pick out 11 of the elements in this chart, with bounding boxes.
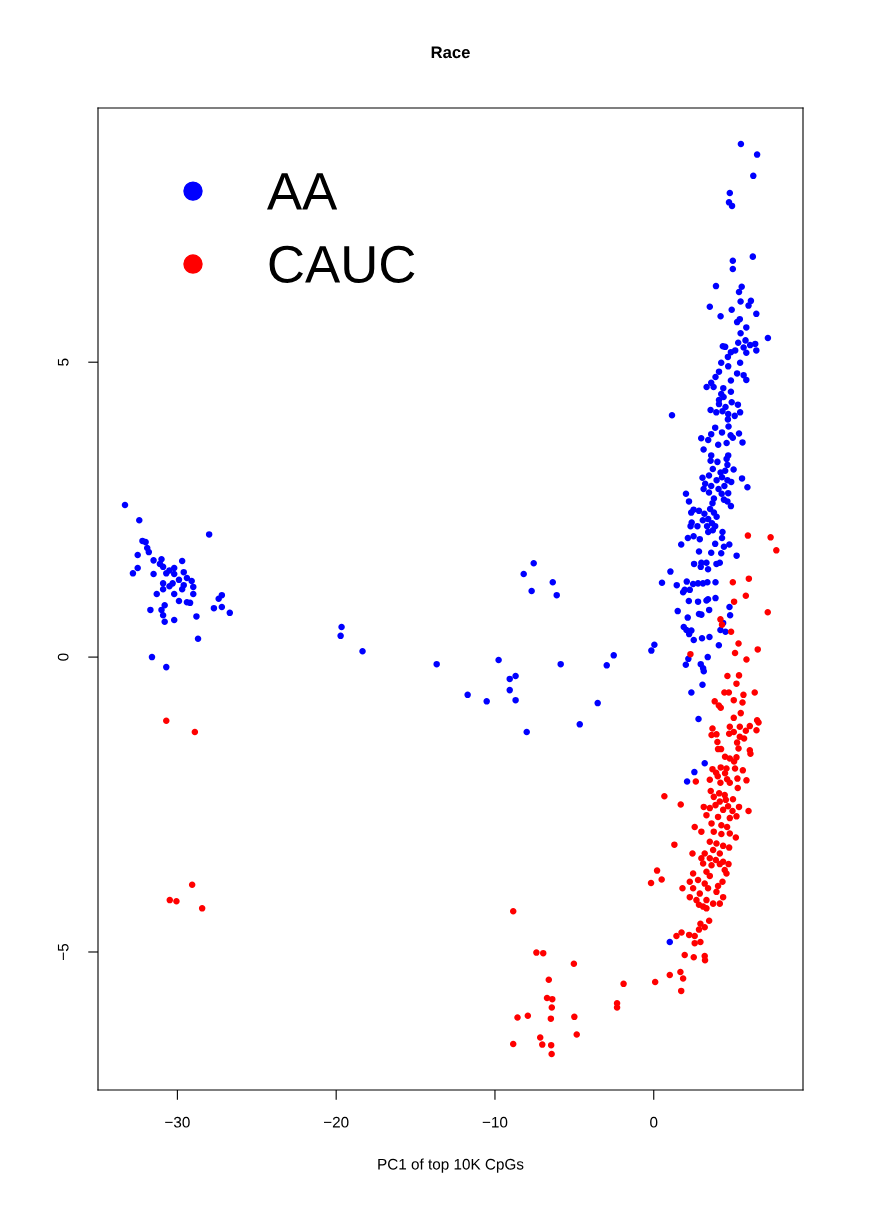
legend-label: AA bbox=[267, 173, 338, 210]
y-tick-label: −5 bbox=[57, 943, 69, 960]
x-tick-label: −30 bbox=[165, 1116, 190, 1128]
legend-label: CAUC bbox=[269, 245, 415, 284]
chart-title: Race bbox=[431, 46, 470, 59]
x-tick-label: 0 bbox=[650, 1116, 658, 1128]
x-tick-label: −10 bbox=[482, 1116, 508, 1128]
y-tick-label: 5 bbox=[57, 358, 69, 366]
y-tick-label: 0 bbox=[57, 653, 69, 661]
x-tick-label: −20 bbox=[323, 1116, 349, 1128]
x-axis-title: PC1 of top 10K CpGs bbox=[378, 1158, 524, 1173]
